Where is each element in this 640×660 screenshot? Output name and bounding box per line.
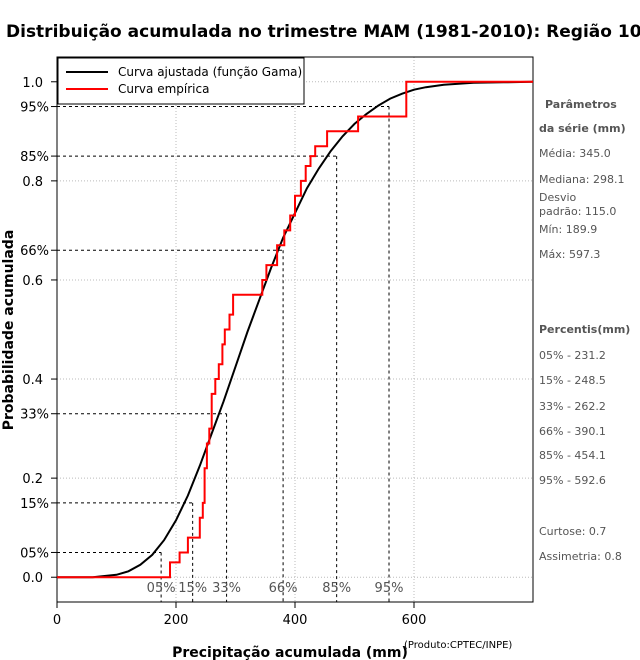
y-tick-label: 0.6 (22, 274, 43, 289)
legend-box (57, 57, 305, 105)
x-tick-label: 400 (283, 613, 308, 628)
y-percent-tick-label: 33% (20, 408, 49, 423)
credit-text: (Produto:CPTEC/INPE) (404, 640, 512, 651)
fitted-gamma-curve (57, 80, 534, 579)
empirical-curve (57, 80, 533, 579)
params-heading-2: da série (mm) (539, 122, 626, 135)
x-tick-label: 600 (402, 613, 427, 628)
y-tick-label: 0.4 (22, 373, 43, 388)
percentil-85: 85% - 454.1 (539, 449, 606, 462)
x-axis-ticks: 0 200 400 600 (53, 602, 427, 628)
percentis-heading: Percentis(mm) (539, 323, 630, 336)
percentile-x-label-33%: 33% (212, 581, 241, 596)
percentile-x-label-05%: 05% (147, 581, 176, 596)
stat-min: Mín: 189.9 (539, 223, 597, 236)
percentile-x-label-66%: 66% (269, 581, 298, 596)
params-heading-1: Parâmetros (545, 98, 617, 111)
y-percent-tick-label: 05% (20, 546, 49, 561)
chart-title: Distribuição acumulada no trimestre MAM … (6, 22, 640, 42)
y-percent-tick-label: 15% (20, 497, 49, 512)
stat-desvio-1: Desvio (539, 191, 577, 204)
percentil-66: 66% - 390.1 (539, 425, 606, 438)
x-axis-label: Precipitação acumulada (mm) (172, 645, 408, 660)
y-tick-label: 0.8 (22, 175, 43, 190)
percentile-x-labels: 05% 15% 33% 66% 85% 95% (147, 581, 404, 596)
percentile-x-label-85%: 85% (322, 581, 351, 596)
stat-media: Média: 345.0 (539, 147, 611, 160)
reference-lines (57, 106, 390, 602)
percentil-95: 95% - 592.6 (539, 474, 606, 487)
percentile-x-label-95%: 95% (375, 581, 404, 596)
percentile-x-label-15%: 15% (178, 581, 207, 596)
y-tick-label: 1.0 (22, 76, 43, 91)
y-percent-tick-label: 66% (20, 244, 49, 259)
legend-label-empirical: Curva empírica (118, 82, 209, 96)
stat-mediana: Mediana: 298.1 (539, 173, 624, 186)
y-tick-label: 0.0 (22, 571, 43, 586)
stat-assimetria: Assimetria: 0.8 (539, 550, 622, 563)
x-tick-label: 0 (53, 613, 61, 628)
stat-max: Máx: 597.3 (539, 248, 600, 261)
y-percent-tick-label: 95% (20, 101, 49, 116)
stat-desvio-2: padrão: 115.0 (539, 205, 616, 218)
percentil-15: 15% - 248.5 (539, 374, 606, 387)
legend-label-fitted: Curva ajustada (função Gama) (118, 65, 302, 79)
y-tick-label: 0.2 (22, 472, 43, 487)
y-percent-tick-label: 85% (20, 150, 49, 165)
legend: Curva ajustada (função Gama) Curva empír… (57, 57, 305, 105)
percentil-05: 05% - 231.2 (539, 349, 606, 362)
stat-curtose: Curtose: 0.7 (539, 525, 606, 538)
y-axis-ticks: 0.0 0.2 0.4 0.6 0.8 1.0 05% 15% 33% 66% 85% 95% (20, 76, 57, 586)
side-panel: Parâmetros da série (mm) Média: 345.0 Me… (539, 98, 630, 563)
percentil-33: 33% - 262.2 (539, 400, 606, 413)
x-tick-label: 200 (164, 613, 189, 628)
grid (56, 57, 533, 602)
y-axis-label: Probabilidade acumulada (1, 230, 17, 431)
